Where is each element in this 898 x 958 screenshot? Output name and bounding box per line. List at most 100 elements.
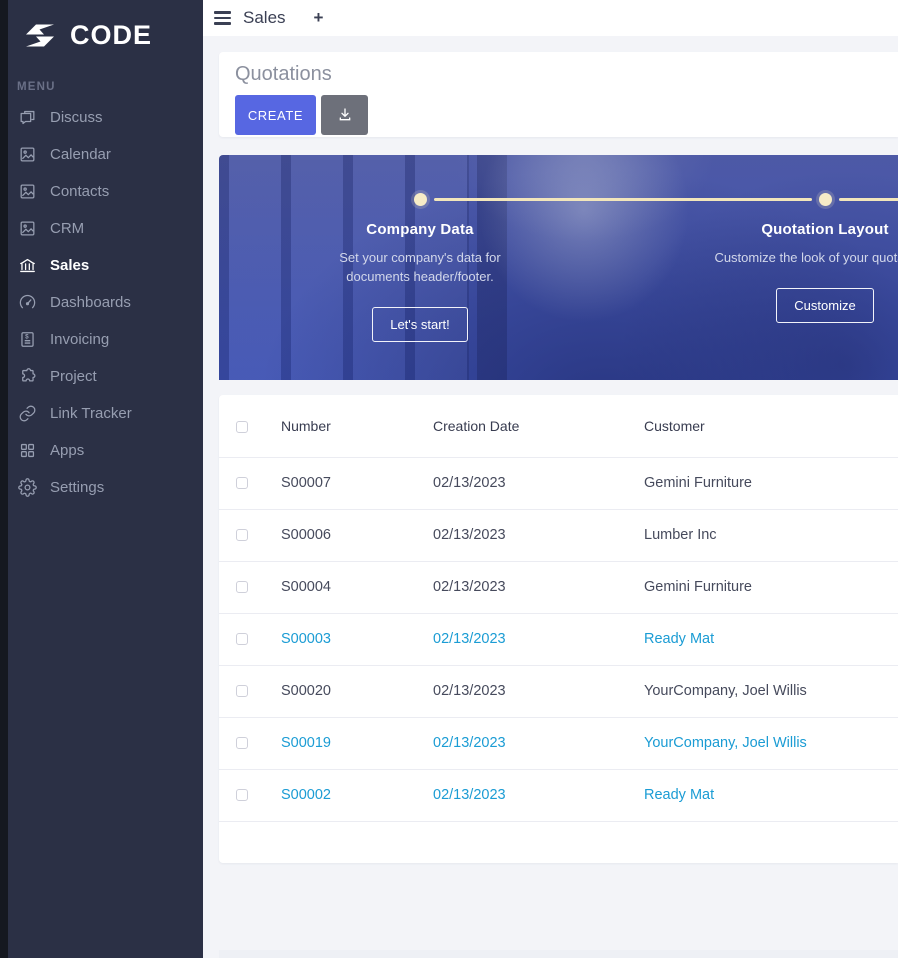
export-button[interactable] [321,95,368,135]
onboarding-banner: Company Data Set your company's data for… [219,155,898,380]
onboarding-step-company-data: Company Data Set your company's data for… [310,221,530,342]
sidebar-nav: Discuss Calendar Contacts CRM Sales Dashboard… [8,99,203,506]
sidebar-item-dashboards[interactable]: Dashboards [8,284,203,321]
sidebar-item-invoicing[interactable]: Invoicing [8,321,203,358]
invoice-icon [18,330,37,349]
sidebar-item-sales[interactable]: Sales [8,247,203,284]
timeline-dot-quotation-layout [819,193,832,206]
page-title: Quotations [235,63,332,85]
cell-creation-date: 02/13/2023 [433,769,644,822]
cell-creation-date: 02/13/2023 [433,613,644,666]
cell-number: S00007 [281,457,433,510]
sidebar-item-discuss[interactable]: Discuss [8,99,203,136]
sidebar-item-label: Contacts [50,183,110,200]
cell-customer: Lumber Inc [644,509,898,562]
main-area: Sales + Quotations CREATE Company [203,0,898,958]
image-icon [18,219,37,238]
cell-creation-date: 02/13/2023 [433,665,644,718]
timeline-line [434,198,812,201]
table-row[interactable]: S00019 02/13/2023 YourCompany, Joel Willis [219,717,898,770]
sidebar-item-label: Sales [50,257,90,274]
cell-number: S00020 [281,665,433,718]
sidebar-item-calendar[interactable]: Calendar [8,136,203,173]
table-row[interactable]: S00020 02/13/2023 YourCompany, Joel Willis [219,665,898,718]
step-title: Company Data [366,221,474,238]
add-tab-button[interactable]: + [313,8,324,27]
row-checkbox[interactable] [236,529,248,542]
cell-customer: Ready Mat [644,613,898,666]
cell-creation-date: 02/13/2023 [433,717,644,770]
row-checkbox[interactable] [236,737,248,750]
hamburger-menu-icon[interactable] [214,11,231,25]
table-row[interactable]: S00002 02/13/2023 Ready Mat [219,769,898,822]
onboarding-step-quotation-layout: Quotation Layout Customize the look of y… [705,221,898,323]
quotations-table-card: Number Creation Date Customer S00007 02/1… [219,395,898,863]
gear-icon [18,478,37,497]
sidebar-item-label: Settings [50,479,105,496]
table-header-row: Number Creation Date Customer [219,395,898,458]
sidebar-item-crm[interactable]: CRM [8,210,203,247]
cell-creation-date: 02/13/2023 [433,457,644,510]
download-icon [339,108,350,121]
row-checkbox[interactable] [236,581,248,594]
sidebar-item-project[interactable]: Project [8,358,203,395]
lets-start-button[interactable]: Let's start! [372,307,468,342]
page-bottom-strip [219,950,898,958]
step-description: Customize the look of your quotations. [714,250,898,265]
table-row[interactable]: S00007 02/13/2023 Gemini Furniture [219,457,898,510]
cell-customer: Gemini Furniture [644,457,898,510]
sidebar-item-apps[interactable]: Apps [8,432,203,469]
cell-number: S00004 [281,561,433,614]
table-row[interactable]: S00006 02/13/2023 Lumber Inc [219,509,898,562]
row-checkbox[interactable] [236,477,248,490]
create-button[interactable]: CREATE [235,95,316,135]
cell-number: S00003 [281,613,433,666]
image-icon [18,182,37,201]
cell-creation-date: 02/13/2023 [433,561,644,614]
column-header-customer[interactable]: Customer [644,395,898,458]
timeline-line [839,198,898,201]
sidebar-item-contacts[interactable]: Contacts [8,173,203,210]
sidebar-item-settings[interactable]: Settings [8,469,203,506]
sidebar: CODE MENU Discuss Calendar Contacts CRM Sale… [0,0,203,958]
cell-number: S00006 [281,509,433,562]
sidebar-item-label: Discuss [50,109,103,126]
row-checkbox[interactable] [236,789,248,802]
column-header-number[interactable]: Number [281,395,433,458]
row-checkbox[interactable] [236,633,248,646]
content: Quotations CREATE Company Data Set your … [203,36,898,958]
cell-number: S00002 [281,769,433,822]
table-row[interactable]: S00003 02/13/2023 Ready Mat [219,613,898,666]
puzzle-icon [18,367,37,386]
row-checkbox[interactable] [236,685,248,698]
select-all-checkbox[interactable] [236,421,248,434]
cell-number: S00019 [281,717,433,770]
cell-customer: Gemini Furniture [644,561,898,614]
sidebar-item-label: Apps [50,442,85,459]
link-icon [18,404,37,423]
gauge-icon [18,293,37,312]
grid-icon [18,441,37,460]
app-logo[interactable]: CODE [8,0,203,51]
quotations-header-card: Quotations CREATE [219,52,898,137]
menu-section-label: MENU [17,81,56,93]
topbar-title: Sales [243,8,286,27]
step-description: Set your company's data for documents he… [339,250,501,284]
logo-text: CODE [70,20,153,50]
quotations-table-body: S00007 02/13/2023 Gemini Furniture S00006 02… [219,457,898,822]
sidebar-item-label: Dashboards [50,294,131,311]
step-title: Quotation Layout [761,221,889,238]
customize-button[interactable]: Customize [776,288,874,323]
timeline-dot-company-data [414,193,427,206]
sidebar-item-link-tracker[interactable]: Link Tracker [8,395,203,432]
sidebar-item-label: Link Tracker [50,405,132,422]
quotations-table: Number Creation Date Customer S00007 02/1… [219,395,898,863]
sidebar-item-label: Project [50,368,97,385]
topbar: Sales + [203,0,898,36]
table-row[interactable]: S00004 02/13/2023 Gemini Furniture [219,561,898,614]
table-footer-row [219,821,898,863]
cell-creation-date: 02/13/2023 [433,509,644,562]
column-header-creation-date[interactable]: Creation Date [433,395,644,458]
bank-icon [18,256,37,275]
sidebar-item-label: Calendar [50,146,111,163]
